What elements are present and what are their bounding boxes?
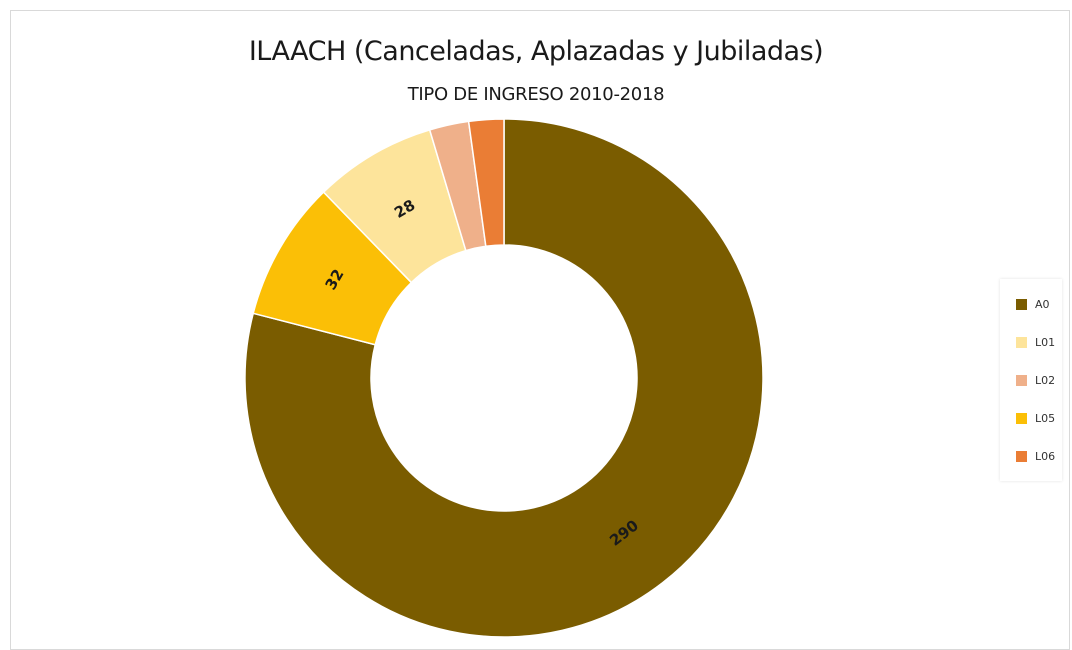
legend-swatch	[1016, 336, 1027, 348]
legend-item-l01: L01	[1016, 334, 1055, 350]
chart-title: ILAACH (Canceladas, Aplazadas y Jubilada…	[248, 36, 824, 67]
legend-label: L02	[1035, 373, 1056, 387]
legend-label: L01	[1035, 335, 1056, 349]
legend-item-a0: A0	[1016, 296, 1050, 312]
legend-swatch	[1016, 412, 1027, 424]
legend-swatch	[1016, 374, 1027, 386]
chart-legend: A0 L01 L02 L05 L06	[1000, 279, 1062, 481]
legend-label: L05	[1035, 411, 1056, 425]
slice-a0	[244, 118, 764, 638]
legend-item-l06: L06	[1016, 448, 1055, 464]
legend-item-l02: L02	[1016, 372, 1055, 388]
legend-item-l05: L05	[1016, 410, 1055, 426]
legend-label: L06	[1035, 449, 1056, 463]
legend-swatch	[1016, 450, 1027, 462]
legend-swatch	[1016, 298, 1027, 310]
slice-l06	[467, 118, 505, 248]
chart-subtitle: TIPO DE INGRESO 2010-2018	[407, 84, 665, 105]
legend-label: A0	[1035, 297, 1050, 311]
